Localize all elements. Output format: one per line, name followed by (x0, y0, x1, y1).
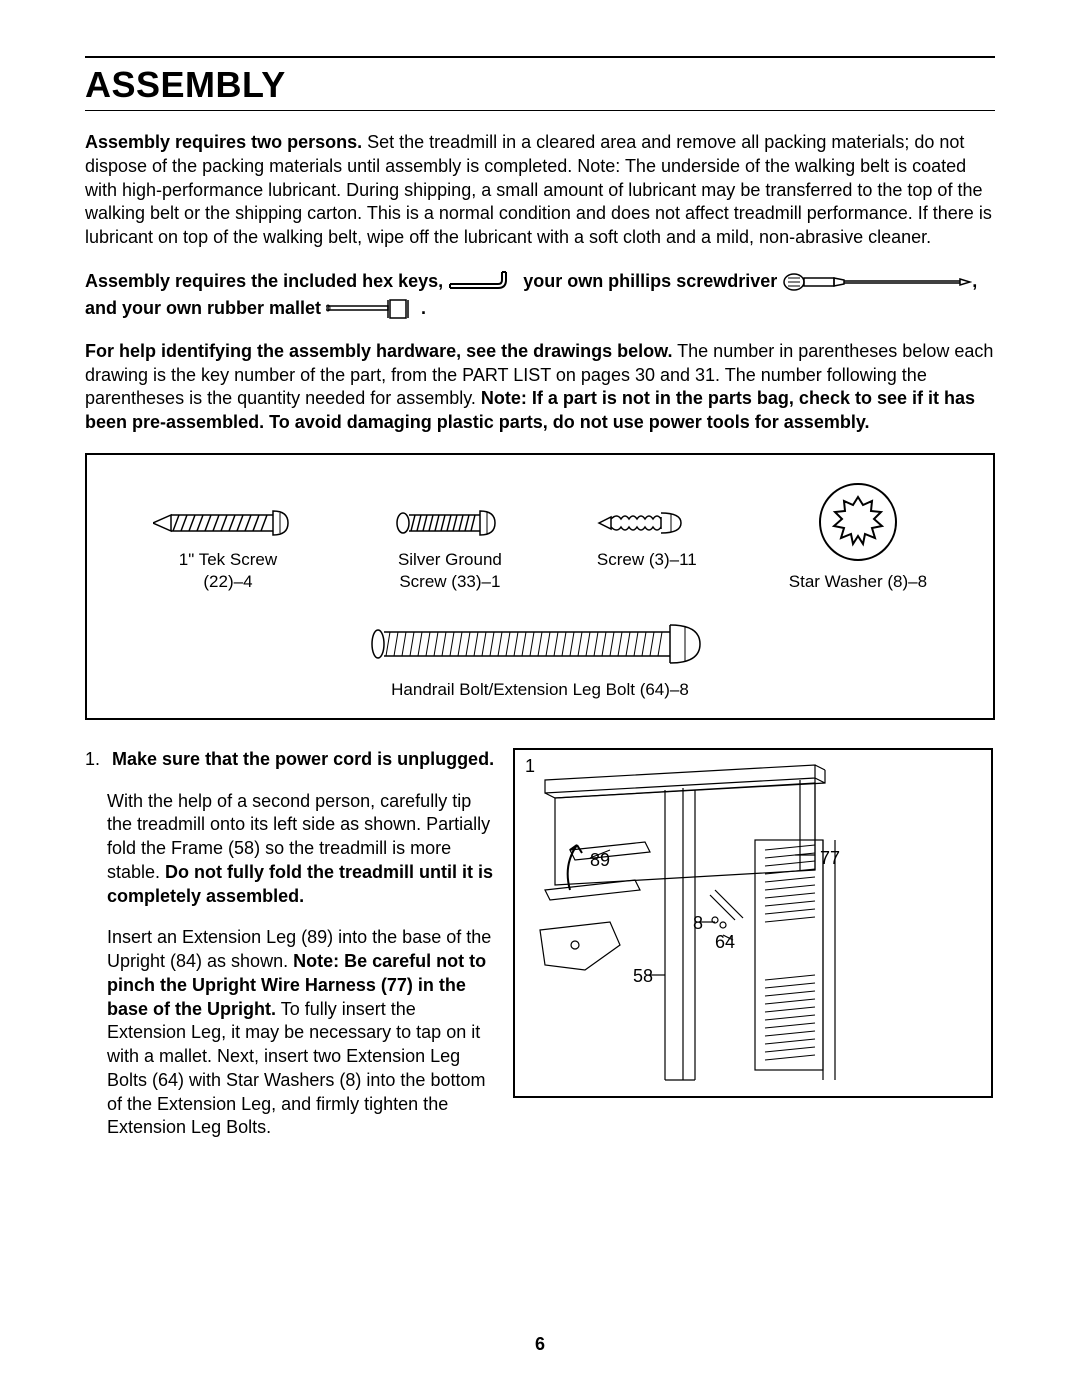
screwdriver-icon (782, 272, 972, 292)
callout-58: 58 (633, 966, 653, 987)
top-rule (85, 56, 995, 58)
intro-paragraph: Assembly requires two persons. Set the t… (85, 131, 995, 250)
callout-8: 8 (693, 913, 703, 934)
hw-star-label: Star Washer (8)–8 (789, 571, 927, 593)
tek-screw-icon (153, 503, 303, 543)
step-number: 1. (85, 748, 107, 772)
page-number: 6 (0, 1334, 1080, 1355)
handrail-bolt-icon (370, 619, 710, 669)
star-washer-icon (815, 479, 901, 565)
tools-paragraph: Assembly requires the included hex keys,… (85, 268, 995, 322)
intro-lead: Assembly requires two persons. (85, 132, 362, 152)
hardware-intro-paragraph: For help identifying the assembly hardwa… (85, 340, 995, 435)
hw-ground-label2: Screw (33)–1 (395, 571, 505, 593)
step-p2c: To fully insert the Extension Leg, it ma… (107, 999, 485, 1138)
hw-star-washer: Star Washer (8)–8 (789, 479, 927, 593)
hw-ground-screw: Silver Ground Screw (33)–1 (395, 503, 505, 593)
treadmill-diagram-icon (515, 750, 993, 1098)
hw-screw: Screw (3)–11 (597, 503, 697, 593)
hw-tek-label2: (22)–4 (153, 571, 303, 593)
ground-screw-icon (395, 503, 505, 543)
callout-77: 77 (820, 848, 840, 869)
step-1-area: 1. Make sure that the power cord is unpl… (85, 748, 995, 1158)
hw-tek-label1: 1" Tek Screw (153, 549, 303, 571)
hardware-row-1: 1" Tek Screw (22)–4 (107, 479, 973, 593)
hw-intro-lead: For help identifying the assembly hardwa… (85, 341, 672, 361)
tools-part2: your own phillips screwdriver (523, 271, 782, 291)
hw-screw-label: Screw (3)–11 (597, 549, 697, 571)
callout-89: 89 (590, 850, 610, 871)
callout-64: 64 (715, 932, 735, 953)
screw-icon (597, 503, 697, 543)
step-1-text: 1. Make sure that the power cord is unpl… (85, 748, 495, 1158)
hw-ground-label1: Silver Ground (395, 549, 505, 571)
hw-bolt-label: Handrail Bolt/Extension Leg Bolt (64)–8 (107, 680, 973, 700)
hex-key-icon (448, 270, 518, 294)
tools-part1: Assembly requires the included hex keys, (85, 271, 443, 291)
step-1-figure: 1 (513, 748, 993, 1098)
page-title: ASSEMBLY (85, 64, 995, 106)
hardware-row-2: Handrail Bolt/Extension Leg Bolt (64)–8 (107, 619, 973, 700)
title-underline (85, 110, 995, 111)
hardware-box: 1" Tek Screw (22)–4 (85, 453, 995, 720)
step-heading: Make sure that the power cord is unplugg… (112, 749, 494, 769)
step-p1b: Do not fully fold the treadmill until it… (107, 862, 493, 906)
mallet-icon (326, 298, 416, 320)
tools-part4: . (421, 298, 426, 318)
page: ASSEMBLY Assembly requires two persons. … (0, 0, 1080, 1158)
hw-tek-screw: 1" Tek Screw (22)–4 (153, 503, 303, 593)
